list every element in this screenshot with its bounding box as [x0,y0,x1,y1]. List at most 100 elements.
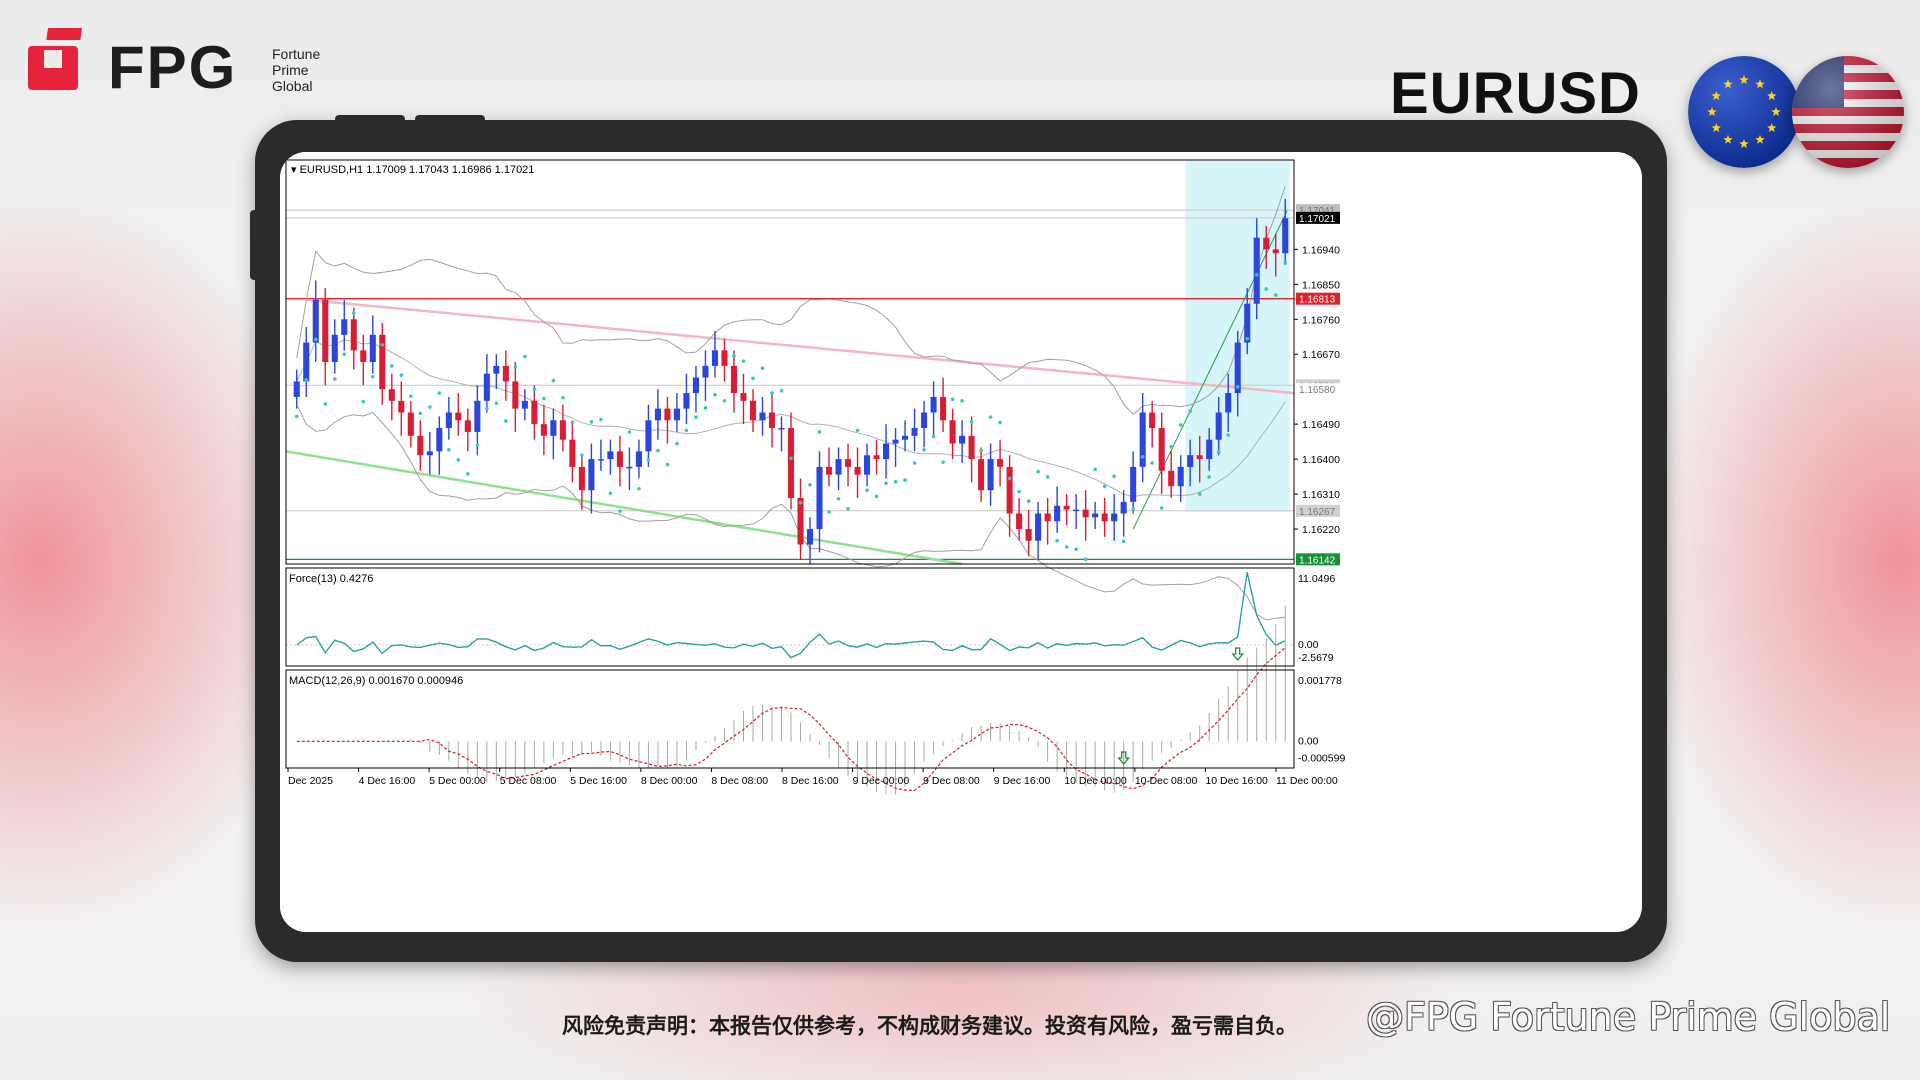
sar-dot [1178,423,1183,427]
y-tick-label: 1.16670 [1302,349,1340,361]
eu-star [1771,107,1781,116]
sar-dot [390,364,394,368]
candle-body [844,459,852,467]
macd-min-label: -0.000599 [1298,752,1345,764]
sar-dot [1055,538,1059,543]
sar-dot [1188,409,1192,413]
sar-dot [1083,557,1088,562]
eu-star [1767,91,1777,100]
eu-star [1711,123,1721,132]
candle-body [303,342,310,382]
sar-dot [694,415,698,419]
sar-dot [751,376,755,381]
x-tick-label: 10 Dec 08:00 [1135,775,1198,787]
candle-body [1120,501,1127,514]
sar-dot [1245,336,1250,341]
candle-body [1101,513,1108,522]
buy-arrow-icon [1117,751,1131,766]
sar-dot [893,479,898,484]
sar-dot [342,352,347,357]
sar-dot [646,458,651,462]
candle-body [464,420,471,432]
sar-dot [494,401,499,405]
sar-dot [637,486,641,491]
candle-body [683,393,690,409]
candle-body [493,365,500,374]
candle-body [673,408,680,421]
candle-body [1253,237,1260,304]
eu-star [1739,139,1749,148]
candle-body [854,466,861,475]
sar-dot [665,462,670,467]
watermark: @FPG Fortune Prime Global [1366,995,1891,1039]
sar-dot [817,430,822,434]
candle-body [930,396,937,413]
price-tag: 1.17041 [1299,206,1336,217]
y-tick-label: 1.16760 [1302,314,1340,326]
sar-dot [1121,539,1126,544]
x-tick-label: 9 Dec 00:00 [853,775,910,787]
candle-body [949,420,956,444]
sar-dot [504,419,508,423]
macd-panel-frame [285,669,1295,769]
sar-dot [941,460,945,465]
force-panel-frame [285,567,1295,667]
sar-dot [1074,547,1078,552]
sar-dot [1045,475,1050,479]
sar-dot [656,448,660,453]
main-panel-frame [285,159,1295,565]
candle-body [512,381,519,409]
x-tick-label: 10 Dec 16:00 [1205,775,1268,787]
sar-dot [1064,545,1069,549]
sar-dot [513,364,518,369]
candle-body [322,299,329,362]
sar-dot [1102,484,1107,489]
x-tick-label: 8 Dec 00:00 [641,775,698,787]
sar-dot [580,453,584,458]
sar-dot [1235,385,1240,389]
pair-title: EURUSD [1390,61,1641,126]
candle-body [616,451,623,467]
lower-band [296,404,1286,621]
force-label: Force(13) 0.4276 [289,573,373,585]
eu-flag-icon [1688,56,1800,168]
sar-dot [779,388,784,393]
sar-dot [561,395,565,400]
candle-body [1282,218,1289,254]
eu-star [1723,79,1733,89]
y-tick-label: 1.16490 [1302,419,1340,431]
sar-dot [979,448,983,453]
candle-body [702,365,709,378]
price-tag-bg [1296,292,1340,305]
sar-dot [903,478,907,482]
candle-body [1196,455,1203,460]
candle-body [1054,505,1061,522]
sar-dot [846,507,850,511]
candle-body [1168,470,1175,487]
sar-dot [1140,454,1145,459]
y-tick-label: 1.16940 [1302,244,1340,256]
sar-dot [855,428,860,433]
price-tag-bg [1296,504,1340,517]
sar-dot [1197,492,1202,496]
sar-dot [570,420,575,425]
y-tick-label: 1.16220 [1302,524,1340,536]
candle-body [911,428,918,436]
candle-body [1139,412,1146,467]
sar-dot [294,414,299,419]
candle-body [978,459,985,491]
sar-dot [361,399,366,404]
x-tick-label: 9 Dec 08:00 [923,775,980,787]
price-tag: 1.16813 [1299,295,1336,306]
sar-dot [1131,507,1135,511]
x-tick-label: 10 Dec 00:00 [1064,775,1127,787]
sar-dot [332,377,337,381]
sar-dot [608,491,613,496]
candle-body [1272,249,1279,254]
sar-dot [1273,293,1278,297]
candle-body [531,400,538,425]
sar-dot [760,366,765,371]
candle-body [1206,439,1213,460]
candle-body [597,459,604,461]
